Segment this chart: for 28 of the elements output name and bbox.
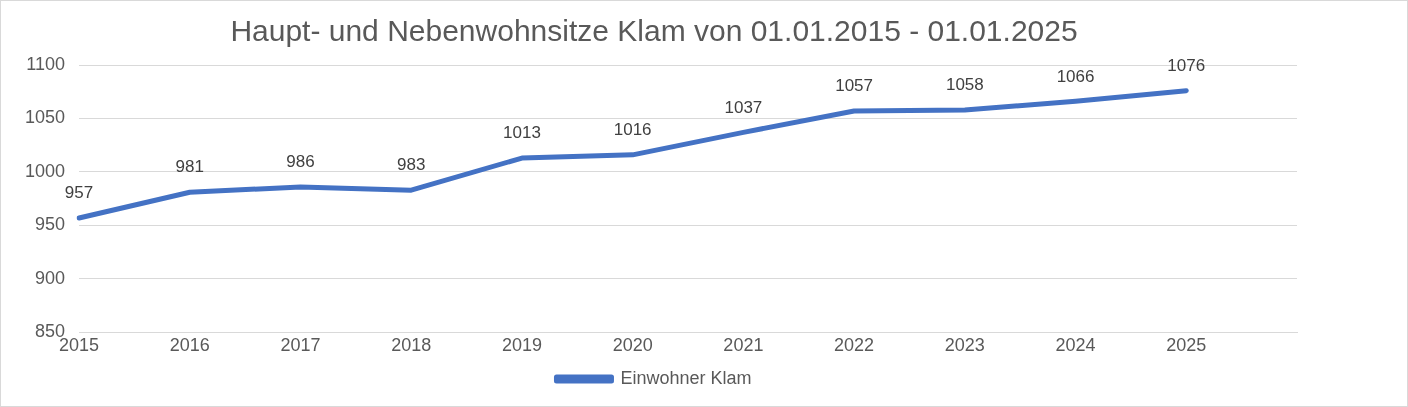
data-label: 1016 <box>613 120 652 140</box>
x-tick-label: 2020 <box>612 335 653 356</box>
data-label: 981 <box>175 157 204 177</box>
legend-label: Einwohner Klam <box>620 367 752 388</box>
x-tick-label: 2017 <box>280 335 321 356</box>
y-tick-label: 1100 <box>26 53 66 74</box>
data-label: 1066 <box>1056 66 1095 86</box>
x-tick-label: 2018 <box>391 335 432 356</box>
data-label: 1076 <box>1167 55 1206 75</box>
x-tick-label: 2023 <box>944 335 985 356</box>
data-label: 1037 <box>724 97 763 117</box>
x-tick-label: 2025 <box>1166 335 1207 356</box>
y-tick-label: 1000 <box>25 160 66 181</box>
data-label: 957 <box>64 183 94 203</box>
data-label: 986 <box>286 152 315 172</box>
y-tick-label: 950 <box>35 214 66 235</box>
x-tick-label: 2021 <box>723 335 764 356</box>
data-label: 1058 <box>945 75 984 95</box>
x-tick-label: 2016 <box>169 335 210 356</box>
x-tick-label: 2024 <box>1055 335 1096 356</box>
x-tick-label: 2022 <box>834 335 875 356</box>
chart-title: Haupt- und Nebenwohnsitze Klam von 01.01.2015 - 01.01.2025 <box>230 14 1078 48</box>
data-label: 1057 <box>835 76 874 96</box>
y-tick-label: 900 <box>35 267 66 288</box>
x-tick-label: 2019 <box>501 335 542 356</box>
data-label: 983 <box>397 155 426 175</box>
data-label: 1013 <box>503 123 541 143</box>
y-tick-label: 1050 <box>25 107 66 128</box>
